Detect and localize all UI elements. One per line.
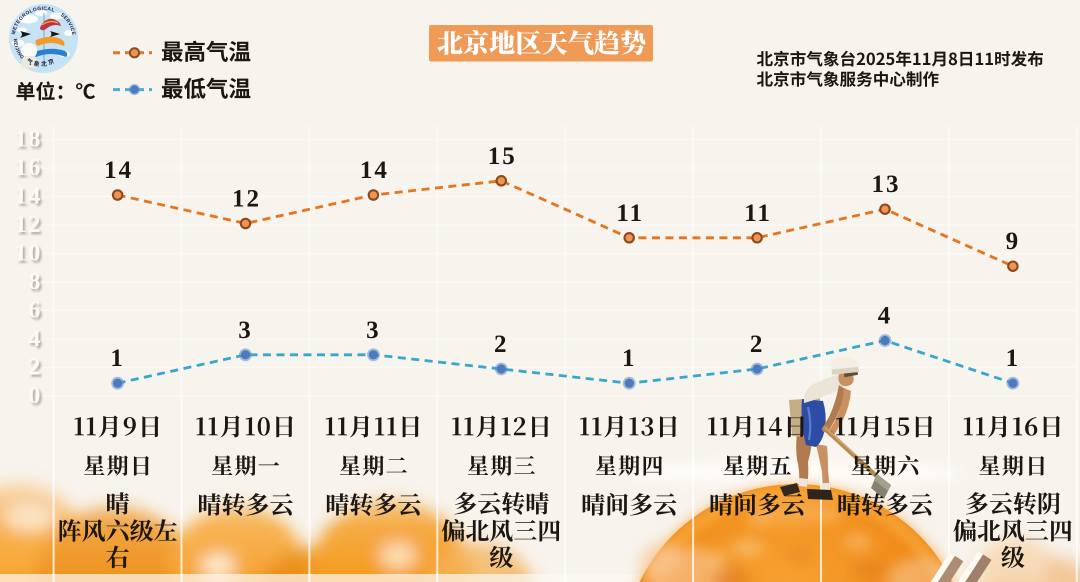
svg-text:2: 2	[494, 331, 509, 358]
svg-text:18: 18	[15, 127, 42, 153]
svg-text:6: 6	[28, 298, 42, 324]
svg-text:4: 4	[878, 303, 893, 330]
svg-text:13: 13	[872, 171, 901, 198]
svg-text:14: 14	[104, 157, 133, 184]
svg-text:3: 3	[238, 317, 253, 344]
svg-text:11: 11	[744, 200, 772, 227]
svg-text:12: 12	[15, 212, 42, 238]
svg-text:12: 12	[232, 186, 261, 213]
svg-text:4: 4	[28, 326, 42, 352]
svg-text:1: 1	[622, 345, 637, 372]
svg-text:0: 0	[28, 383, 42, 409]
svg-text:14: 14	[15, 184, 42, 210]
svg-text:2: 2	[28, 355, 42, 381]
svg-text:3: 3	[366, 317, 381, 344]
svg-text:11: 11	[616, 200, 644, 227]
svg-text:9: 9	[1006, 228, 1021, 255]
svg-text:2: 2	[750, 331, 765, 358]
svg-text:1: 1	[1006, 345, 1021, 372]
svg-text:16: 16	[15, 155, 42, 181]
svg-text:10: 10	[15, 241, 42, 267]
svg-text:15: 15	[488, 143, 517, 170]
svg-text:14: 14	[360, 157, 389, 184]
svg-text:1: 1	[110, 345, 125, 372]
svg-text:8: 8	[28, 269, 42, 295]
